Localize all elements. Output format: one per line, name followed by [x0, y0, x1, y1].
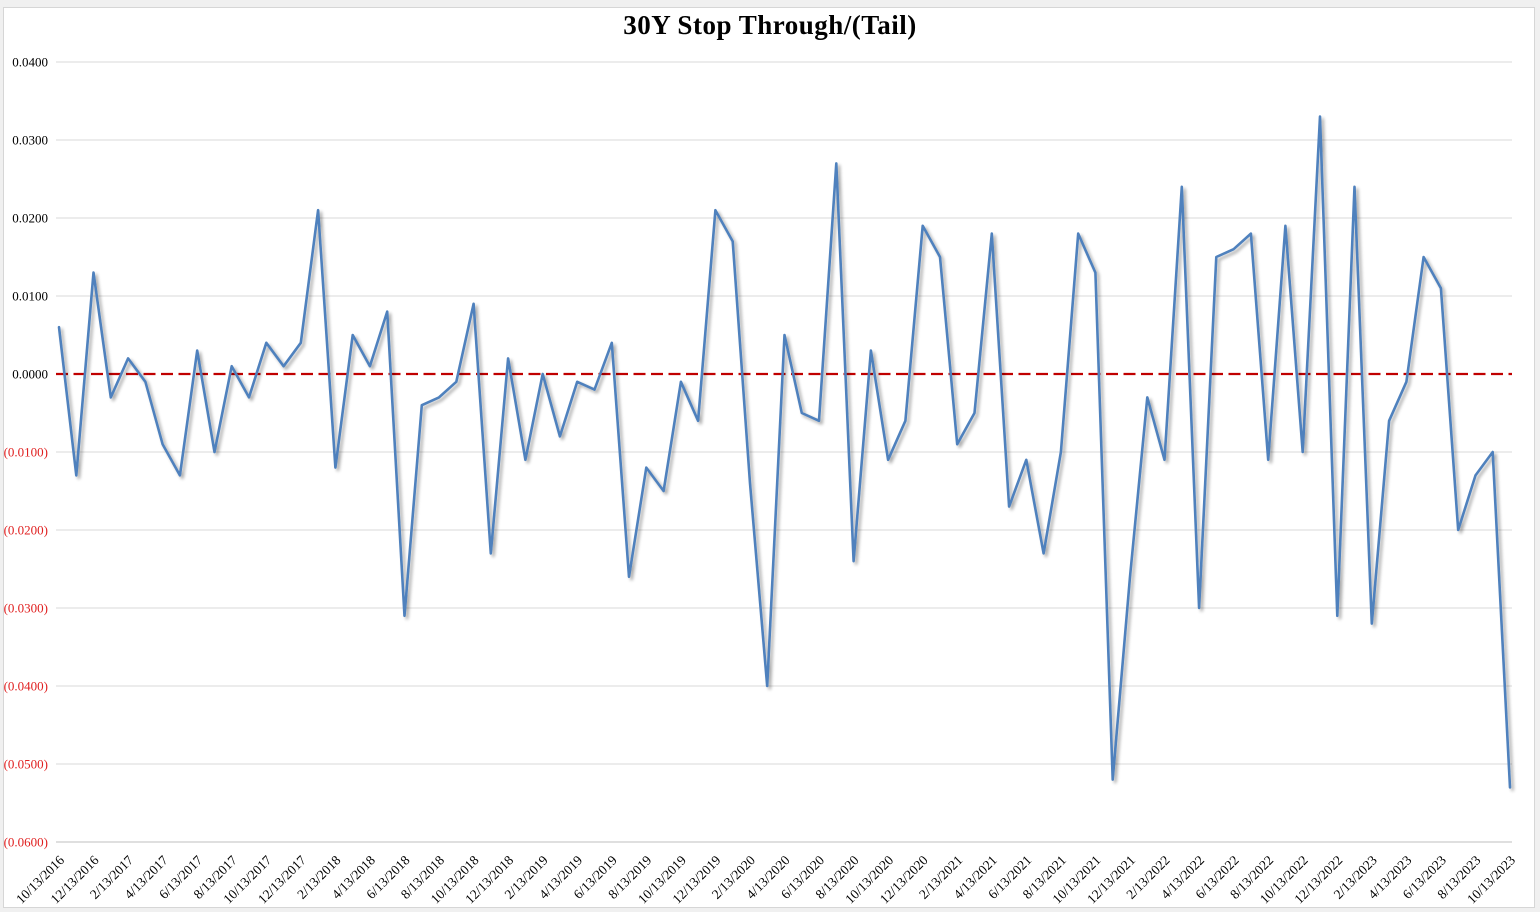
series-layer: [57, 115, 1512, 789]
series-line: [57, 115, 1512, 789]
y-axis-tick-label: (0.0400): [4, 679, 48, 694]
y-axis-tick-label: 0.0300: [12, 133, 48, 148]
y-axis-tick-label: 0.0400: [12, 55, 48, 70]
chart-title: 30Y Stop Through/(Tail): [623, 10, 917, 40]
y-axis-tick-label: (0.0600): [4, 835, 48, 850]
gridlines-layer: [56, 61, 1512, 843]
y-axis-tick-label: 0.0100: [12, 289, 48, 304]
y-axis-tick-label: (0.0500): [4, 757, 48, 772]
chart-frame: [3, 7, 1535, 908]
y-axis-tick-label: (0.0200): [4, 523, 48, 538]
y-axis-tick-label: (0.0300): [4, 601, 48, 616]
y-axis-tick-label: (0.0100): [4, 445, 48, 460]
y-axis-tick-label: 0.0000: [12, 367, 48, 382]
axis-labels-layer: 0.0400 0.0300 0.0200 0.0100 0.0000 (0.0100) (0…: [4, 55, 1519, 907]
y-axis-tick-label: 0.0200: [12, 211, 48, 226]
